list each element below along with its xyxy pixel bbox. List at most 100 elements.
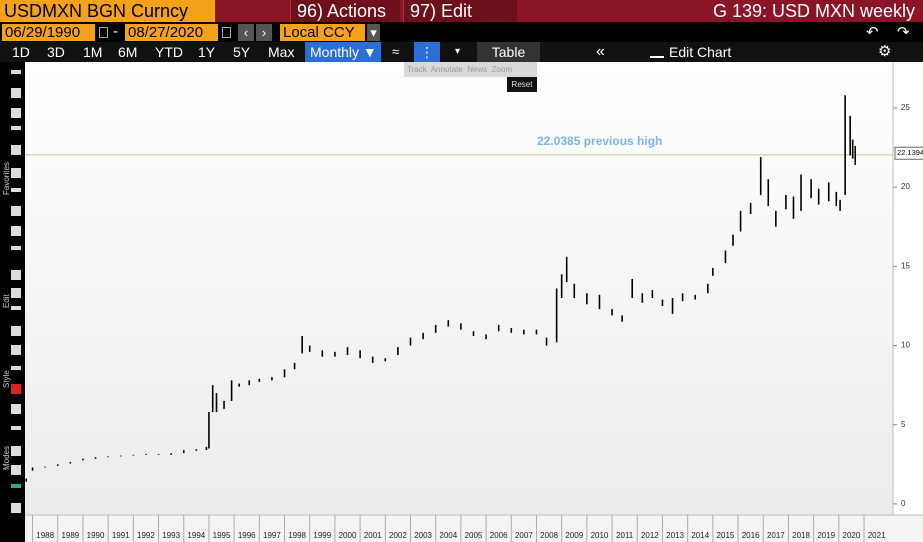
tool-icon[interactable]: [11, 188, 21, 192]
x-tick-label: 1989: [61, 531, 79, 540]
tool-icon[interactable]: [11, 306, 21, 310]
x-tick-label: 1992: [137, 531, 155, 540]
frequency-dropdown[interactable]: Monthly ▼: [305, 42, 381, 62]
tool-icon[interactable]: [11, 145, 21, 155]
x-tick-label: 2019: [817, 531, 835, 540]
side-toolbar: [0, 62, 25, 542]
tool-icon[interactable]: [11, 270, 21, 280]
prev-button[interactable]: ‹: [238, 24, 254, 41]
tool-icon[interactable]: [11, 70, 21, 74]
x-tick-label: 2003: [414, 531, 432, 540]
x-tick-label: 2008: [540, 531, 558, 540]
calendar-icon[interactable]: [99, 27, 108, 38]
y-tick-label: 10: [901, 341, 910, 350]
tool-icon[interactable]: [11, 366, 21, 370]
tool-icon[interactable]: [11, 426, 21, 430]
calendar-icon[interactable]: [222, 27, 231, 38]
line-chart-button[interactable]: ≈: [392, 44, 400, 59]
tool-icon[interactable]: [11, 168, 21, 178]
currency-dropdown[interactable]: ▾: [367, 24, 380, 41]
next-button[interactable]: ›: [256, 24, 272, 41]
x-axis-area: [25, 515, 923, 542]
redo-button[interactable]: ↷: [897, 24, 910, 41]
range-button[interactable]: 5Y: [233, 44, 251, 60]
range-button[interactable]: 1D: [12, 44, 30, 60]
window-title: G 139: USD MXN weekly: [712, 1, 915, 21]
tool-icon[interactable]: [11, 465, 21, 475]
range-button[interactable]: 1Y: [198, 44, 216, 60]
x-tick-label: 2004: [439, 531, 457, 540]
undo-button[interactable]: ↶: [866, 24, 879, 41]
edit-menu[interactable]: 97) Edit: [403, 0, 517, 22]
x-tick-label: 1994: [187, 531, 205, 540]
last-price-label: 22.1394: [897, 148, 923, 157]
x-tick-label: 2015: [717, 531, 735, 540]
x-tick-label: 1993: [162, 531, 180, 540]
chart-icon: [650, 46, 664, 58]
currency-field[interactable]: Local CCY: [280, 24, 365, 41]
settings-button[interactable]: ⚙: [878, 43, 892, 60]
collapse-button[interactable]: «: [596, 43, 605, 60]
x-tick-label: 2005: [465, 531, 483, 540]
tool-icon[interactable]: [11, 226, 21, 236]
tool-icon[interactable]: [11, 484, 21, 488]
tool-icon[interactable]: [11, 288, 21, 298]
chart: 0 5 10 15 20 25 1988 1989 1990 1991 1992 1993 1994 19…: [25, 62, 923, 542]
tool-icon[interactable]: [11, 88, 21, 98]
range-button[interactable]: YTD: [155, 44, 183, 60]
popup-item[interactable]: Track: [407, 65, 427, 74]
popup-item[interactable]: Zoom: [491, 65, 513, 74]
side-label: Edit: [2, 294, 11, 308]
x-tick-label: 1995: [213, 531, 231, 540]
x-tick-label: 2011: [616, 531, 634, 540]
x-tick-label: 2020: [843, 531, 861, 540]
range-button[interactable]: 1M: [83, 44, 103, 60]
x-tick-label: 2000: [339, 531, 357, 540]
x-tick-label: 2021: [868, 531, 886, 540]
x-tick-label: 2002: [389, 531, 407, 540]
tool-icon[interactable]: [11, 126, 21, 130]
range-button[interactable]: 6M: [118, 44, 138, 60]
chart-type-dropdown[interactable]: ▾: [455, 46, 461, 57]
y-tick-label: 15: [901, 261, 910, 270]
side-label: Style: [2, 370, 11, 388]
ticker-field[interactable]: USDMXN BGN Curncy: [0, 0, 215, 22]
x-tick-label: 2010: [591, 531, 609, 540]
x-tick-label: 1988: [36, 531, 54, 540]
table-button[interactable]: Table: [477, 42, 540, 62]
tool-icon[interactable]: [11, 446, 21, 456]
start-date[interactable]: 06/29/1990: [2, 24, 95, 41]
tool-icon[interactable]: [11, 246, 21, 250]
end-date[interactable]: 08/27/2020: [125, 24, 218, 41]
x-tick-label: 2009: [565, 531, 583, 540]
x-tick-label: 1999: [313, 531, 331, 540]
x-tick-label: 2007: [515, 531, 533, 540]
x-tick-label: 2006: [490, 531, 508, 540]
popup-item[interactable]: Annotate: [430, 65, 463, 74]
last-price-box: [894, 146, 923, 160]
popup-item[interactable]: News: [467, 65, 488, 74]
bar-chart-button[interactable]: ⋮: [414, 42, 440, 62]
x-tick-label: 2016: [742, 531, 760, 540]
tool-icon[interactable]: [11, 345, 21, 355]
tool-icon[interactable]: [11, 503, 21, 513]
x-tick-label: 2012: [641, 531, 659, 540]
tool-icon[interactable]: [11, 404, 21, 414]
range-button[interactable]: 3D: [47, 44, 65, 60]
tool-icon[interactable]: [11, 108, 21, 118]
plot-area: [25, 62, 893, 515]
edit-chart-button[interactable]: Edit Chart: [669, 44, 732, 60]
range-button[interactable]: Max: [268, 44, 295, 60]
x-tick-label: 2017: [767, 531, 785, 540]
actions-menu[interactable]: 96) Actions: [290, 0, 400, 22]
tool-icon[interactable]: [11, 384, 21, 394]
y-tick-label: 25: [901, 103, 910, 112]
x-tick-label: 1991: [112, 531, 130, 540]
side-label: Modes: [2, 445, 11, 470]
reset-button[interactable]: Reset: [507, 77, 537, 92]
x-tick-label: 2013: [666, 531, 684, 540]
tool-icon[interactable]: [11, 206, 21, 216]
x-tick-label: 2018: [792, 531, 810, 540]
tool-icon[interactable]: [11, 326, 21, 336]
x-tick-label: 1990: [87, 531, 105, 540]
